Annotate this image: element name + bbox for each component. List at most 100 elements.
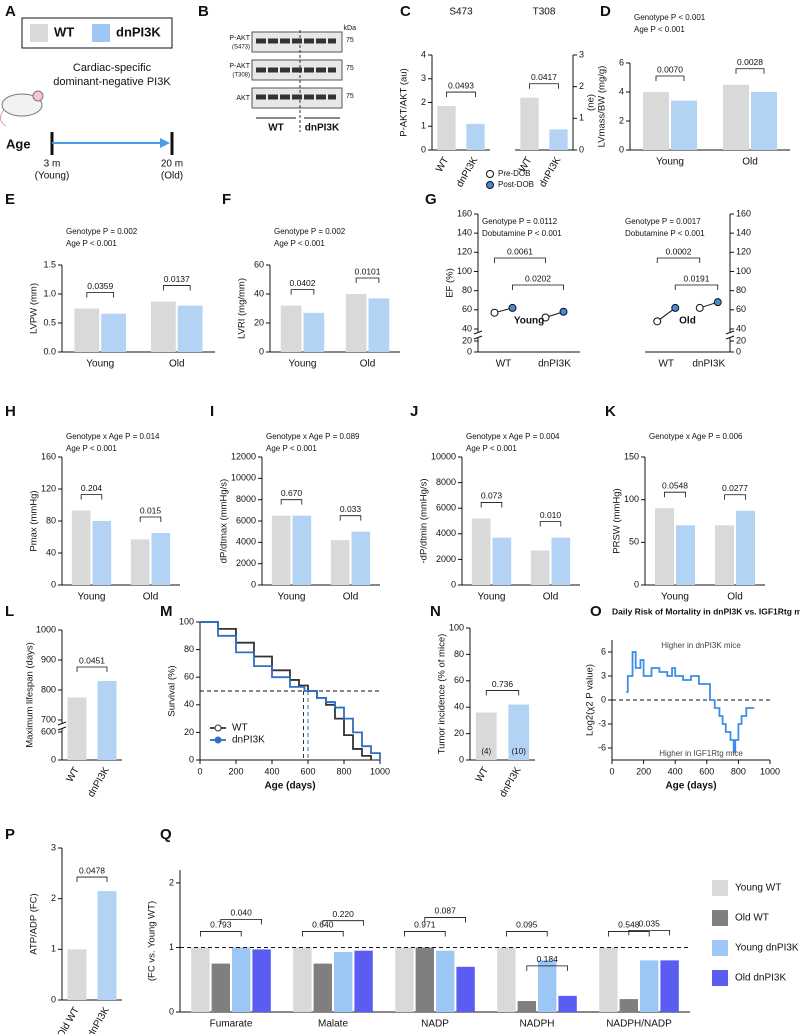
y-tick-label: 40 [184,699,194,709]
y-tick-label: 0 [421,144,426,154]
bar [92,521,112,585]
x-tick-label: Young [289,359,317,370]
significance-bracket [162,285,191,291]
y-tick-label: 6000 [436,503,456,513]
y-tick-label: 20 [184,727,194,737]
y-axis-label: dP/dtmax (mmHg/s) [219,479,230,563]
significance-bracket [424,917,466,923]
y-tick-label: 800 [41,684,56,694]
y-tick-label: 1.5 [43,259,56,269]
y-tick-label: 2 [619,115,624,125]
y-tick-label: 4000 [236,537,256,547]
legend-label: dnPI3K [116,24,161,39]
y-tick-label: 40 [736,323,746,333]
p-value: 0.0202 [525,273,551,283]
panel-label: A [5,3,16,20]
y-tick-label: 8000 [436,477,456,487]
p-value: 0.087 [435,906,457,916]
axis-label: Age [6,136,31,151]
legend-box [21,17,173,49]
y-tick-label: 2 [169,877,174,887]
bar [313,963,332,1012]
significance-bracket [656,257,701,263]
significance-bracket [529,83,559,89]
y-tick-label: 0 [451,579,456,589]
step-line [626,651,755,753]
p-value: 0.0061 [507,246,533,256]
y-axis-label: LVmass/BW (mg/g) [597,66,608,148]
p-value: 0.035 [639,919,661,929]
y-axis-label: LVPW (mm) [29,283,40,334]
p-value: 0.0417 [531,72,557,82]
y-tick-label: 600 [41,726,56,736]
y-tick-label: 2 [579,81,584,91]
y-tick-label: 100 [457,266,472,276]
bar [549,129,568,150]
legend-label: Post-DOB [498,180,534,189]
bar [191,947,210,1012]
bar [232,947,251,1012]
x-tick-label: Old [343,592,359,603]
legend-swatch [712,910,728,926]
blot-site: (S473) [232,45,250,51]
y-tick-label: 700 [41,714,56,724]
p-value: 0.184 [537,954,559,964]
blot [251,30,343,132]
blot-group: WT [268,123,284,134]
bar [271,515,291,585]
stats-text: Genotype P = 0.002 [66,227,138,236]
y-tick-label: 100 [624,494,639,504]
p-value: 0.0451 [79,655,105,665]
bar [492,537,512,585]
y-tick-label: 1 [51,944,56,954]
mouse-icon [1,93,43,117]
y-axis-label: PRSW (mmHg) [612,488,623,553]
x-tick-label: Young [661,592,689,603]
x-tick-label: dnPI3K [538,359,571,370]
significance-bracket [302,931,344,937]
bar [520,97,539,150]
stats-text: Genotype x Age P = 0.004 [466,432,560,441]
y-tick-label: 2000 [236,558,256,568]
y-tick-label: 0.0 [43,346,56,356]
point [671,303,680,312]
x-tick-label: Old WT [55,1005,81,1034]
y-tick-label: 3 [579,49,584,59]
significance-bracket [290,289,315,295]
significance-bracket [506,931,548,937]
y-tick-label: 0 [634,579,639,589]
point [490,308,499,317]
x-tick-label: 800 [731,766,746,776]
bar [252,949,271,1012]
blot-group: dnPI3K [305,123,340,134]
y-tick-label: 80 [462,285,472,295]
x-tick-label: WT [474,765,491,784]
x-tick-label: 400 [668,766,683,776]
y-tick-label: 160 [457,208,472,218]
legend-label: Old dnPI3K [735,973,786,984]
panel-label: G [425,191,437,208]
bar [655,508,674,585]
significance-bracket [655,75,685,81]
x-tick-label: WT [496,359,512,370]
y-tick-label: 12000 [231,451,256,461]
significance-bracket [539,521,562,527]
x-tick-label: 200 [636,766,651,776]
stats-text: Genotype P = 0.0017 [625,217,701,226]
bar [71,510,91,585]
y-tick-label: 140 [457,228,472,238]
p-value: 0.0548 [662,480,688,490]
panel-label: K [605,403,616,420]
p-value: 0.670 [281,488,303,498]
significance-bracket [80,494,103,500]
schematic-text: Cardiac-specific [73,62,152,74]
chart-subtitle: T308 [533,7,556,18]
y-tick-label: 40 [46,547,56,557]
blot-bands [256,38,336,100]
x-tick-label: dnPI3K [454,155,480,189]
legend-swatch [712,880,728,896]
y-tick-label: 60 [736,304,746,314]
p-value: 0.793 [210,920,232,930]
y-axis-label: (FC vs. Young WT) [147,901,158,981]
significance-bracket [76,876,108,883]
